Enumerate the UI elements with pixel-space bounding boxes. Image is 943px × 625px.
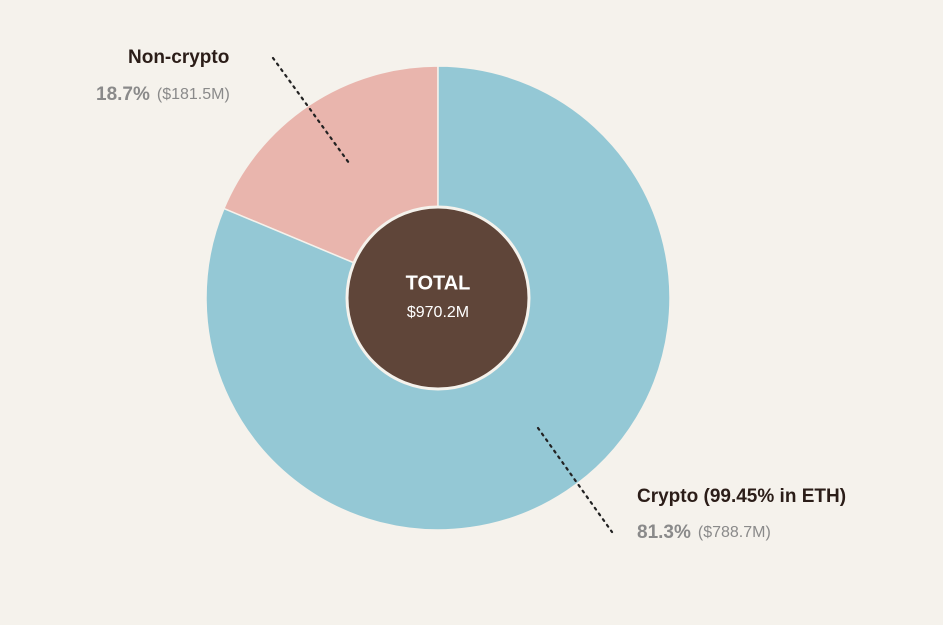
slice-label: Crypto (99.45% in ETH): [637, 486, 846, 507]
value-label: 81.3%: [637, 522, 691, 543]
center-circle: [345, 205, 531, 391]
center-value: $970.2M: [407, 304, 469, 321]
leader-line: [536, 426, 614, 534]
center-title: TOTAL: [406, 272, 471, 294]
amount-label: ($181.5M): [157, 86, 230, 103]
leader-line: [271, 56, 351, 165]
slice-label: Non-crypto: [128, 47, 229, 68]
value-label: 18.7%: [96, 84, 150, 105]
amount-label: ($788.7M): [698, 524, 771, 541]
slice-value: 81.3% ($788.7M): [637, 522, 771, 543]
slice-value: 18.7% ($181.5M): [96, 84, 230, 105]
